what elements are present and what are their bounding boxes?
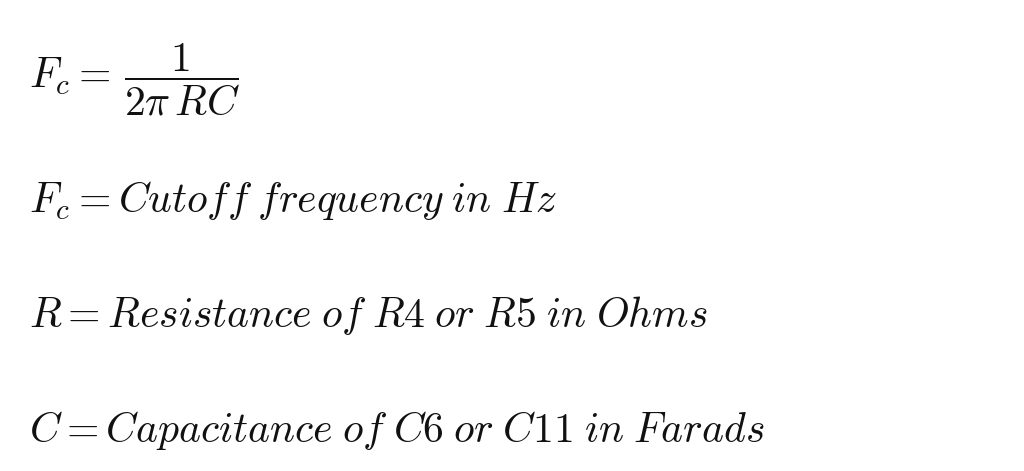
Text: $R = Resistance\; of\; R4\; or\; R5\; in\; Ohms$: $R = Resistance\; of\; R4\; or\; R5\; in… [29, 294, 708, 337]
Text: $F_c = \,\dfrac{1}{2\pi\, RC}$: $F_c = \,\dfrac{1}{2\pi\, RC}$ [29, 42, 240, 118]
Text: $C = Capacitance\; of\; C6\; or\; C11\; in\; Farads$: $C = Capacitance\; of\; C6\; or\; C11\; … [29, 409, 764, 453]
Text: $F_c = Cutoff\; frequency\; in\; Hz$: $F_c = Cutoff\; frequency\; in\; Hz$ [29, 179, 557, 222]
